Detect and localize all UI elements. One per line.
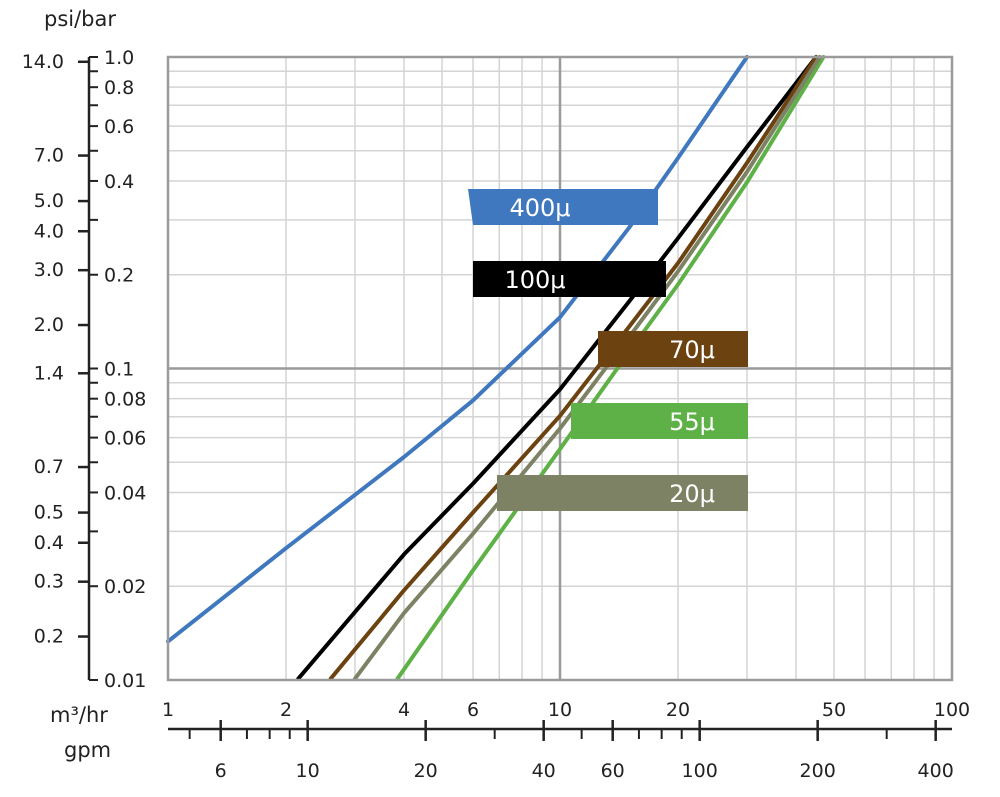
psi-bar-unit-label: psi/bar: [44, 7, 116, 31]
bar-tick-label: 1.0: [104, 47, 134, 69]
x-tick-label: 50: [822, 699, 846, 721]
series-label-box-0: [468, 189, 658, 225]
series-label-box-1: [473, 261, 666, 297]
gpm-tick-label: 400: [918, 760, 954, 782]
series-labels: 400μ 100μ 70μ 55μ 20μ: [468, 189, 748, 511]
gpm-tick-label: 10: [296, 760, 320, 782]
x-tick-label: 2: [280, 699, 292, 721]
x-tick-label: 10: [548, 699, 572, 721]
x-tick-label: 100: [934, 699, 970, 721]
series-label-box-2: [598, 331, 748, 367]
y-axes: psi/bar 1.0 0.8 0.6 0.4 0.2 0.1 0.08 0.06 0.04 0.…: [22, 7, 147, 692]
bar-tick-label: 0.01: [104, 670, 146, 692]
series-label-3: 55μ: [669, 408, 715, 436]
gpm-tick-label: 60: [601, 760, 625, 782]
gpm-tick-label: 100: [682, 760, 718, 782]
x-axes: m³/hr gpm 1 2 4 6 10 20 50 100 6 10 20 40 60 100 200 40…: [50, 699, 970, 782]
psi-tick-label: 7.0: [34, 145, 64, 167]
series-label-2: 70μ: [669, 336, 715, 364]
psi-tick-label: 0.5: [34, 502, 64, 524]
gpm-tick-label: 20: [414, 760, 438, 782]
series-line-4: [353, 55, 822, 681]
gpm-unit-label: gpm: [64, 738, 111, 762]
psi-tick-label: 1.4: [34, 362, 64, 384]
gpm-tick-label: 6: [215, 760, 227, 782]
psi-tick-label: 14.0: [22, 51, 64, 73]
gpm-tick-label: 200: [800, 760, 836, 782]
bar-tick-label: 0.02: [104, 576, 146, 598]
bar-tick-label: 0.4: [104, 171, 134, 193]
bar-tick-label: 0.2: [104, 265, 134, 287]
series-label-4: 20μ: [669, 480, 715, 508]
series-label-box-4: [497, 475, 748, 511]
series-line-2: [328, 55, 819, 681]
x-tick-label: 20: [666, 699, 690, 721]
bar-tick-label: 0.8: [104, 77, 134, 99]
series-label-1: 100μ: [504, 266, 565, 294]
bar-tick-label: 0.1: [104, 359, 134, 381]
bar-tick-label: 0.08: [104, 389, 146, 411]
plot-frame: [166, 55, 954, 682]
x-tick-label: 1: [162, 699, 174, 721]
psi-tick-label: 3.0: [34, 259, 64, 281]
bar-tick-label: 0.6: [104, 116, 134, 138]
m3-hr-unit-label: m³/hr: [50, 703, 108, 727]
bar-tick-label: 0.04: [104, 482, 146, 504]
grid: [168, 57, 952, 680]
bar-tick-label: 0.06: [104, 428, 146, 450]
series-label-0: 400μ: [509, 194, 570, 222]
series-line-1: [296, 55, 819, 681]
psi-tick-label: 0.4: [34, 532, 64, 554]
psi-tick-label: 0.2: [34, 626, 64, 648]
psi-tick-label: 5.0: [34, 190, 64, 212]
x-tick-label: 6: [467, 699, 479, 721]
psi-tick-label: 0.7: [34, 456, 64, 478]
x-tick-label: 4: [398, 699, 410, 721]
gpm-tick-label: 40: [532, 760, 556, 782]
psi-tick-label: 4.0: [34, 220, 64, 242]
psi-tick-label: 0.3: [34, 571, 64, 593]
series-line-0: [166, 55, 749, 644]
psi-tick-label: 2.0: [34, 314, 64, 336]
series-label-box-3: [571, 403, 748, 439]
